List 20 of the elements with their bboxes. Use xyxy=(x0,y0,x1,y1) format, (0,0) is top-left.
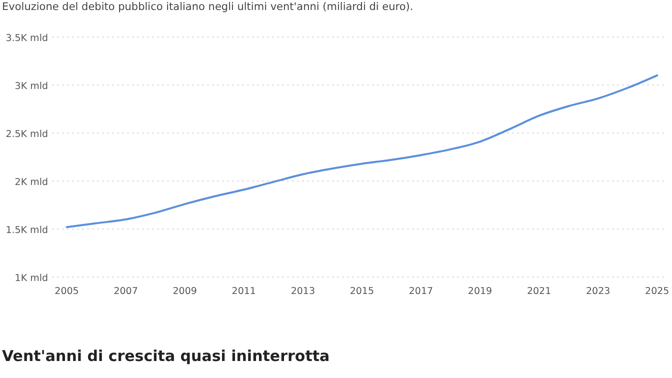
x-tick-label: 2013 xyxy=(290,286,316,297)
x-tick-label: 2011 xyxy=(232,286,256,297)
x-tick-label: 2025 xyxy=(645,286,670,297)
text: Vent'anni di crescita quasi ininterrotta xyxy=(2,347,330,365)
x-tick-label: 2017 xyxy=(408,286,434,297)
y-tick-label: 2K mld xyxy=(14,177,48,188)
line-series xyxy=(66,74,658,228)
x-tick-label: 2015 xyxy=(350,286,374,297)
x-tick-label: 2021 xyxy=(526,286,552,297)
y-tick-label: 2.5K mld xyxy=(6,129,48,140)
y-tick-label: 3.5K mld xyxy=(6,33,48,44)
x-tick-label: 2007 xyxy=(114,286,138,297)
x-tick-label: 2009 xyxy=(172,286,197,297)
x-tick-label: 2023 xyxy=(586,286,610,297)
x-tick-label: 2019 xyxy=(468,286,492,297)
chart-subtitle: Evoluzione del debito pubblico italiano negli ultimi vent'anni (miliardi di euro). xyxy=(2,1,414,13)
y-tick-label: 1.5K mld xyxy=(6,225,48,236)
x-tick-label: 2005 xyxy=(54,286,79,297)
y-tick-label: 1K mld xyxy=(14,273,48,284)
y-tick-label: 3K mld xyxy=(14,81,48,92)
